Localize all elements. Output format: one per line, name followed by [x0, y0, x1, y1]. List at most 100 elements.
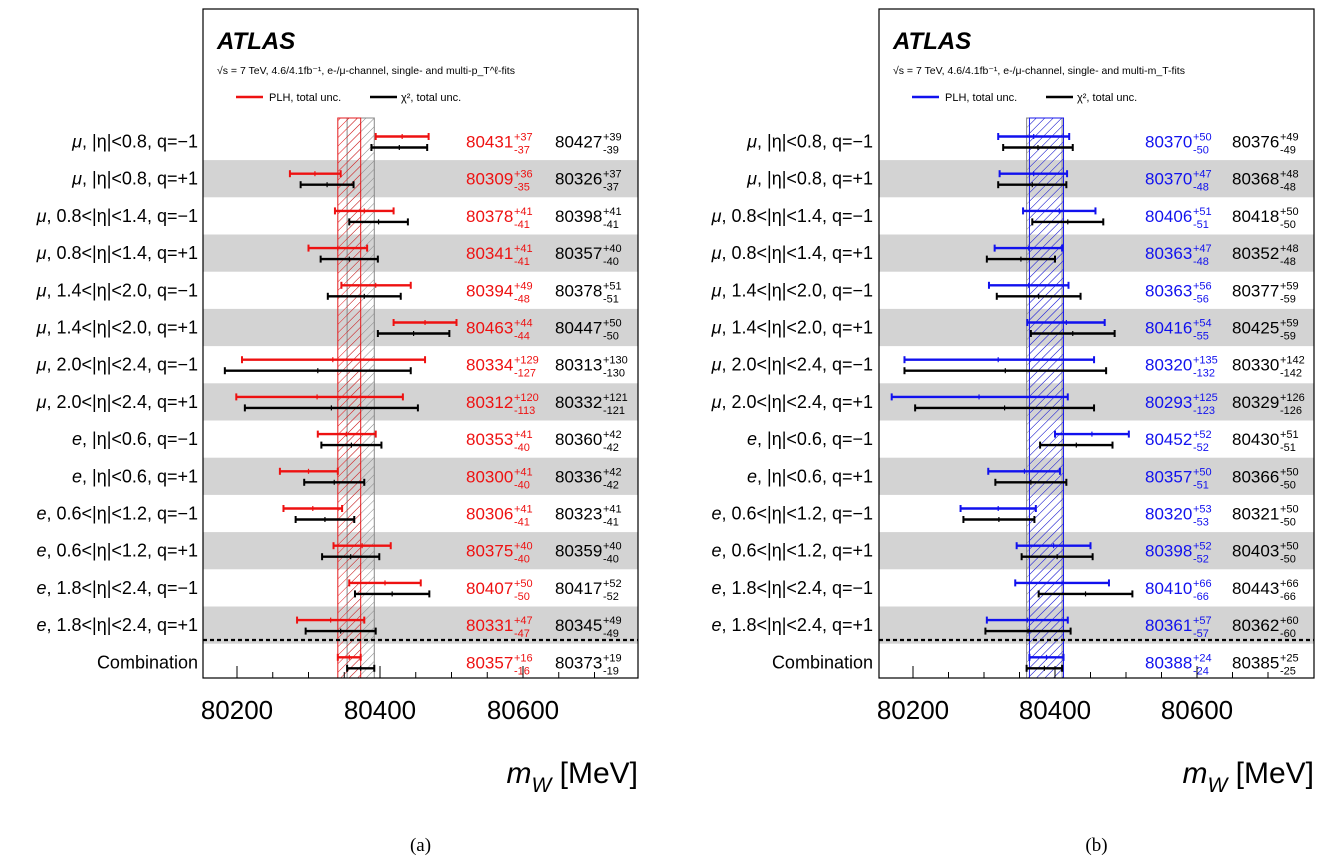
value-text: 80360 [555, 430, 602, 449]
value-up: +50 [1193, 466, 1212, 478]
plh-errorbar [392, 319, 458, 326]
chi2-errorbar [995, 292, 1082, 300]
value-up: +57 [1193, 615, 1212, 627]
plh-value: 80357 +16-16 [466, 652, 533, 677]
value-down: -51 [1280, 442, 1296, 454]
plh-errorbar [332, 542, 392, 550]
chi2-errorbar [1025, 664, 1064, 672]
value-down: -44 [514, 331, 530, 343]
plh-value: 80370 +50-50 [1145, 132, 1212, 157]
plh-errorbar [997, 133, 1071, 140]
row-label: e, |η|<0.6, q=−1 [747, 429, 873, 449]
plh-value: 80357 +50-51 [1145, 466, 1212, 491]
value-text: 80376 [1232, 133, 1279, 152]
value-text: 80410 [1145, 579, 1192, 598]
value-text: 80306 [466, 505, 513, 524]
plh-errorbar [307, 244, 369, 252]
row-label: μ, 2.0<|η|<2.4, q=−1 [36, 355, 198, 375]
chi2-value: 80368 +48-48 [1232, 169, 1299, 194]
value-up: +60 [1280, 615, 1299, 627]
chi2-errorbar [984, 627, 1072, 635]
plh-value: 80378 +41-41 [466, 206, 533, 231]
value-up: +59 [1280, 280, 1299, 292]
row-band [203, 160, 638, 198]
value-text: 80357 [1145, 467, 1192, 486]
value-text: 80406 [1145, 207, 1192, 226]
chi2-value: 80332 +121-121 [555, 392, 628, 417]
value-up: +37 [603, 169, 622, 181]
value-down: -48 [1193, 182, 1209, 194]
plot-frame [878, 8, 1315, 679]
value-text: 80398 [555, 207, 602, 226]
value-up: +125 [1193, 392, 1218, 404]
row-label: μ, 0.8<|η|<1.4, q=+1 [36, 243, 198, 263]
value-down: -25 [1280, 665, 1296, 677]
value-text: 80375 [466, 542, 513, 561]
legend-plh-label: PLH, total unc. [945, 92, 1017, 104]
value-down: -50 [1280, 219, 1296, 231]
value-up: +49 [603, 615, 622, 627]
value-up: +66 [1280, 578, 1299, 590]
legend: PLH, total unc. χ², total unc. [912, 92, 1137, 104]
value-up: +41 [603, 206, 622, 218]
chi2-value: 80360 +42-42 [555, 429, 622, 454]
chi2-value: 80430 +51-51 [1232, 429, 1299, 454]
value-text: 80313 [555, 356, 602, 375]
value-down: -59 [1280, 331, 1296, 343]
value-text: 80398 [1145, 542, 1192, 561]
chi2-value: 80323 +41-41 [555, 504, 622, 529]
value-down: -121 [603, 405, 625, 417]
value-down: -48 [1280, 182, 1296, 194]
value-up: +50 [1280, 466, 1299, 478]
value-text: 80331 [466, 616, 513, 635]
value-text: 80377 [1232, 281, 1279, 300]
plot-frame [202, 8, 639, 679]
value-up: +40 [603, 243, 622, 255]
plh-errorbar [985, 616, 1069, 624]
value-down: -39 [603, 145, 619, 157]
value-text: 80323 [555, 505, 602, 524]
value-up: +142 [1280, 355, 1305, 367]
value-up: +52 [1193, 541, 1212, 553]
row-label: e, 0.6<|η|<1.2, q=−1 [712, 504, 874, 524]
value-down: -41 [603, 219, 619, 231]
plh-value: 80410 +66-66 [1145, 578, 1212, 603]
row-band [879, 457, 1314, 495]
plh-value: 80416 +54-55 [1145, 318, 1212, 343]
value-down: -127 [514, 368, 536, 380]
value-text: 80353 [466, 430, 513, 449]
plh-value: 80331 +47-47 [466, 615, 533, 640]
chi2-errorbar [903, 367, 1108, 375]
chi2-value: 80418 +50-50 [1232, 206, 1299, 231]
value-text: 80320 [1145, 505, 1192, 524]
value-down: -51 [603, 293, 619, 305]
plh-value: 80388 +24-24 [1145, 652, 1212, 677]
value-down: -40 [603, 554, 619, 566]
atlas-label: ATLAS [892, 28, 971, 55]
row-label: μ, 1.4<|η|<2.0, q=−1 [711, 280, 873, 300]
plh-value: 80334 +129-127 [466, 355, 539, 380]
row-band [203, 234, 638, 272]
value-up: +39 [603, 132, 622, 144]
value-text: 80357 [555, 244, 602, 263]
plh-errorbar [282, 505, 344, 512]
value-text: 80427 [555, 133, 602, 152]
chi2-errorbar [319, 255, 379, 263]
value-up: +24 [1193, 652, 1212, 664]
value-text: 80452 [1145, 430, 1192, 449]
row-label: μ, 0.8<|η|<1.4, q=+1 [711, 243, 873, 263]
value-up: +41 [514, 504, 533, 516]
row-label: μ, |η|<0.8, q=+1 [746, 169, 873, 189]
value-down: -142 [1280, 368, 1302, 380]
value-text: 80293 [1145, 393, 1192, 412]
plh-value: 80406 +51-51 [1145, 206, 1212, 231]
x-tick-label: 80600 [1161, 695, 1233, 725]
value-up: +41 [514, 206, 533, 218]
value-up: +51 [1193, 206, 1212, 218]
row-label: μ, 0.8<|η|<1.4, q=−1 [711, 206, 873, 226]
row-band [879, 606, 1314, 644]
value-up: +50 [603, 318, 622, 330]
chi2-errorbar [223, 367, 412, 375]
chi2-value: 80359 +40-40 [555, 541, 622, 566]
plh-value: 80463 +44-44 [466, 318, 533, 343]
